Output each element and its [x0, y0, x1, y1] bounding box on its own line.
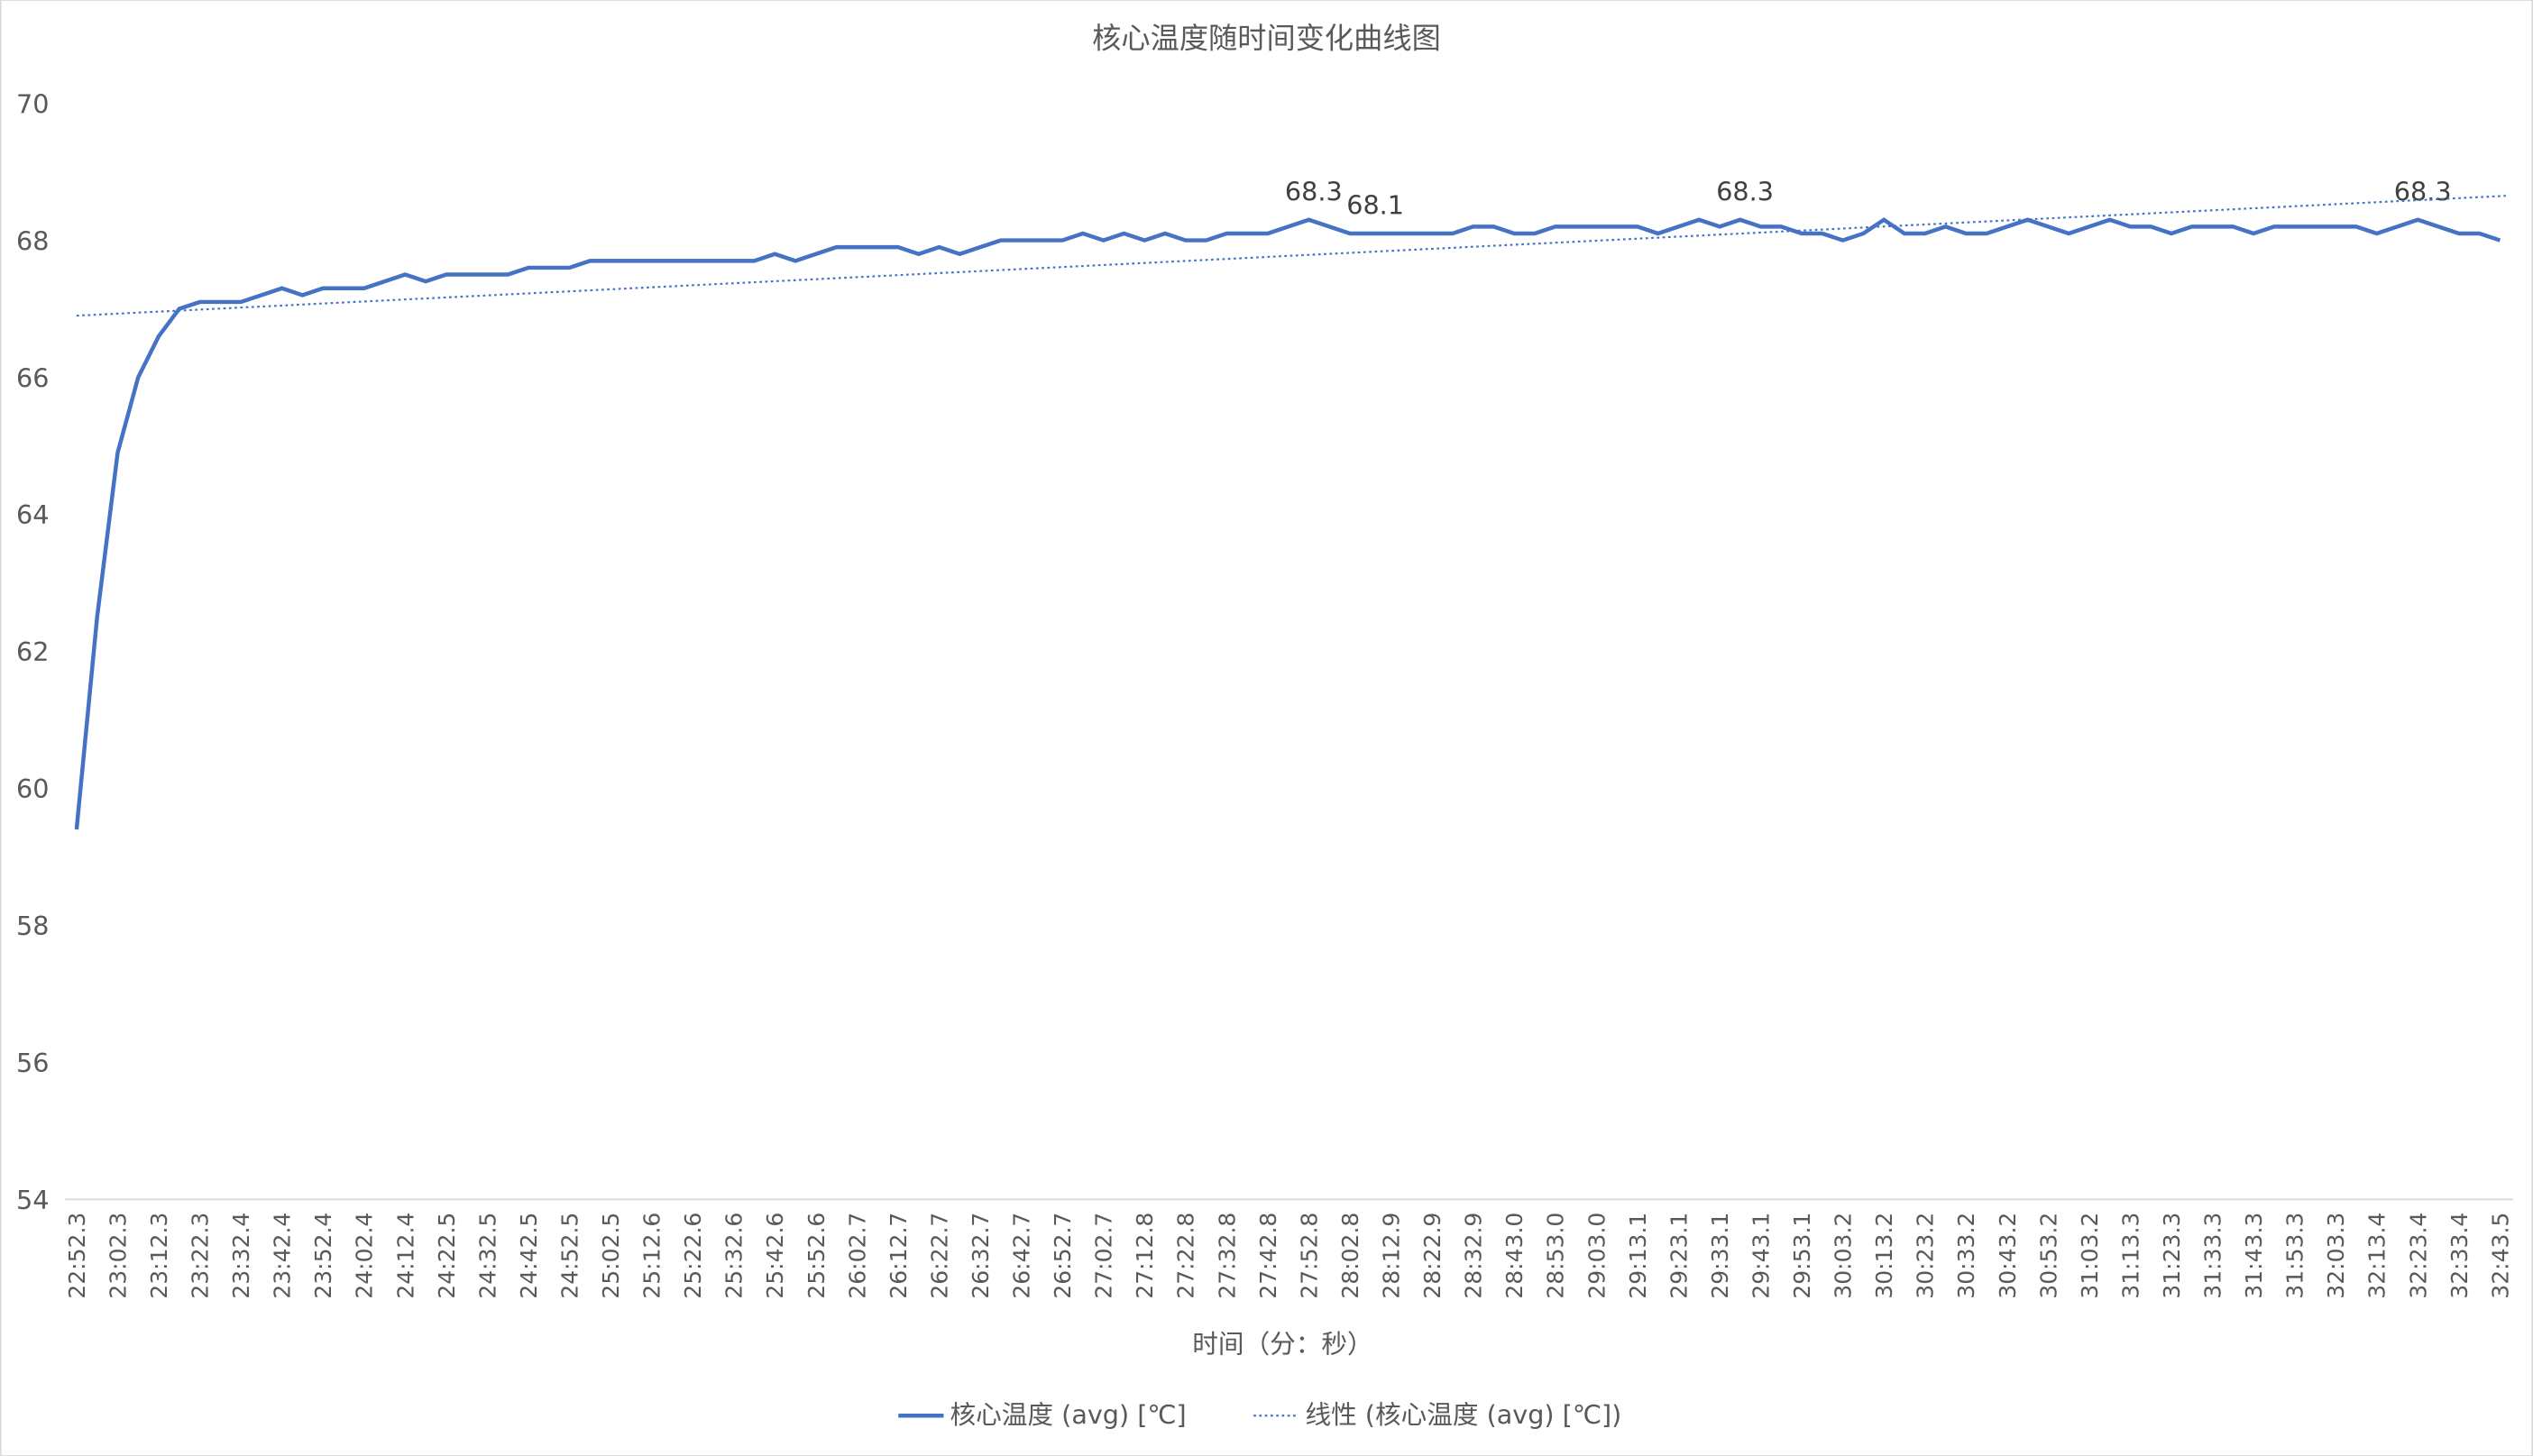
data-line — [74, 217, 2501, 830]
x-tick-label: 32:03.3 — [2323, 1213, 2349, 1299]
y-tick-label: 66 — [16, 362, 49, 393]
x-tick-label: 25:32.6 — [721, 1213, 748, 1299]
x-tick-label: 31:13.3 — [2117, 1213, 2143, 1299]
x-tick-label: 24:02.4 — [352, 1213, 378, 1299]
x-tick-label: 32:13.4 — [2364, 1213, 2391, 1299]
x-axis-title: 时间（分：秒） — [1192, 1328, 1372, 1359]
data-label: 68.3 — [1285, 176, 1343, 206]
x-tick-label: 28:53.0 — [1543, 1213, 1569, 1299]
x-tick-label: 25:12.6 — [639, 1213, 665, 1299]
x-tick-label: 29:53.1 — [1789, 1213, 1815, 1299]
x-tick-label: 23:42.4 — [270, 1213, 296, 1299]
x-tick-label: 23:12.3 — [146, 1213, 172, 1299]
x-tick-label: 28:02.8 — [1337, 1213, 1363, 1299]
x-tick-label: 27:22.8 — [1173, 1213, 1199, 1299]
x-tick-label: 26:32.7 — [968, 1213, 994, 1299]
x-tick-label: 31:43.3 — [2241, 1213, 2267, 1299]
data-label: 68.1 — [1346, 189, 1404, 220]
x-tick-label: 26:22.7 — [926, 1213, 952, 1299]
x-tick-label: 22:52.3 — [64, 1213, 90, 1299]
x-tick-label: 28:32.9 — [1461, 1213, 1487, 1299]
x-tick-label: 25:42.6 — [762, 1213, 788, 1299]
y-tick-label: 56 — [16, 1048, 49, 1078]
x-tick-label: 28:12.9 — [1379, 1213, 1405, 1299]
x-tick-label: 30:43.2 — [1995, 1213, 2021, 1299]
x-tick-label: 32:43.5 — [2487, 1213, 2513, 1299]
x-tick-label: 27:52.8 — [1296, 1213, 1322, 1299]
x-tick-label: 29:33.1 — [1707, 1213, 1733, 1299]
x-tick-label: 31:03.2 — [2077, 1213, 2103, 1299]
x-tick-label: 25:22.6 — [680, 1213, 706, 1299]
y-tick-label: 60 — [16, 774, 49, 804]
x-tick-label: 27:12.8 — [1132, 1213, 1158, 1299]
x-tick-label: 29:43.1 — [1748, 1213, 1774, 1299]
x-tick-label: 24:12.4 — [392, 1213, 418, 1299]
x-tick-label: 27:42.8 — [1255, 1213, 1281, 1299]
x-tick-label: 26:42.7 — [1009, 1213, 1035, 1299]
y-tick-label: 62 — [16, 636, 49, 667]
x-tick-label: 23:32.4 — [228, 1213, 254, 1299]
x-tick-label: 24:22.5 — [434, 1213, 460, 1299]
y-tick-label: 54 — [16, 1185, 49, 1215]
x-tick-label: 29:13.1 — [1625, 1213, 1651, 1299]
chart-title: 核心温度随时间变化曲线图 — [1092, 22, 1441, 56]
x-tick-label: 30:13.2 — [1871, 1213, 1897, 1299]
y-tick-label: 64 — [16, 499, 49, 530]
x-tick-label: 24:52.5 — [556, 1213, 583, 1299]
x-tick-label: 26:52.7 — [1050, 1213, 1076, 1299]
y-tick-label: 70 — [16, 88, 49, 119]
y-tick-label: 58 — [16, 911, 49, 941]
x-tick-label: 31:23.3 — [2159, 1213, 2185, 1299]
x-tick-label: 23:02.3 — [105, 1213, 131, 1299]
x-tick-label: 30:33.2 — [1953, 1213, 1979, 1299]
x-tick-label: 29:03.0 — [1583, 1213, 1610, 1299]
x-tick-label: 31:33.3 — [2200, 1213, 2226, 1299]
x-tick-label: 29:23.1 — [1666, 1213, 1692, 1299]
x-tick-label: 30:23.2 — [1913, 1213, 1939, 1299]
x-tick-label: 26:12.7 — [886, 1213, 912, 1299]
x-tick-label: 30:03.2 — [1831, 1213, 1857, 1299]
x-tick-label: 24:32.5 — [474, 1213, 500, 1299]
y-tick-label: 68 — [16, 225, 49, 256]
trend-line — [76, 195, 2507, 317]
x-tick-label: 32:33.4 — [2446, 1213, 2473, 1299]
x-tick-label: 27:02.7 — [1091, 1213, 1117, 1299]
x-tick-label: 30:53.2 — [2035, 1213, 2061, 1299]
x-tick-label: 28:43.0 — [1501, 1213, 1528, 1299]
x-tick-label: 27:32.8 — [1214, 1213, 1240, 1299]
x-tick-label: 28:22.9 — [1419, 1213, 1445, 1299]
data-label: 68.3 — [2394, 176, 2452, 206]
x-tick-label: 26:02.7 — [844, 1213, 870, 1299]
legend-label: 线性 (核心温度 (avg) [℃]) — [1305, 1399, 1621, 1430]
data-label: 68.3 — [1716, 176, 1774, 206]
x-tick-label: 25:02.5 — [598, 1213, 624, 1299]
x-tick-label: 31:53.3 — [2282, 1213, 2308, 1299]
x-tick-label: 32:23.4 — [2405, 1213, 2431, 1299]
x-tick-label: 23:52.4 — [310, 1213, 336, 1299]
x-tick-label: 24:42.5 — [516, 1213, 542, 1299]
legend-label: 核心温度 (avg) [℃] — [950, 1399, 1187, 1430]
x-tick-label: 25:52.6 — [803, 1213, 830, 1299]
x-tick-label: 23:22.3 — [188, 1213, 214, 1299]
